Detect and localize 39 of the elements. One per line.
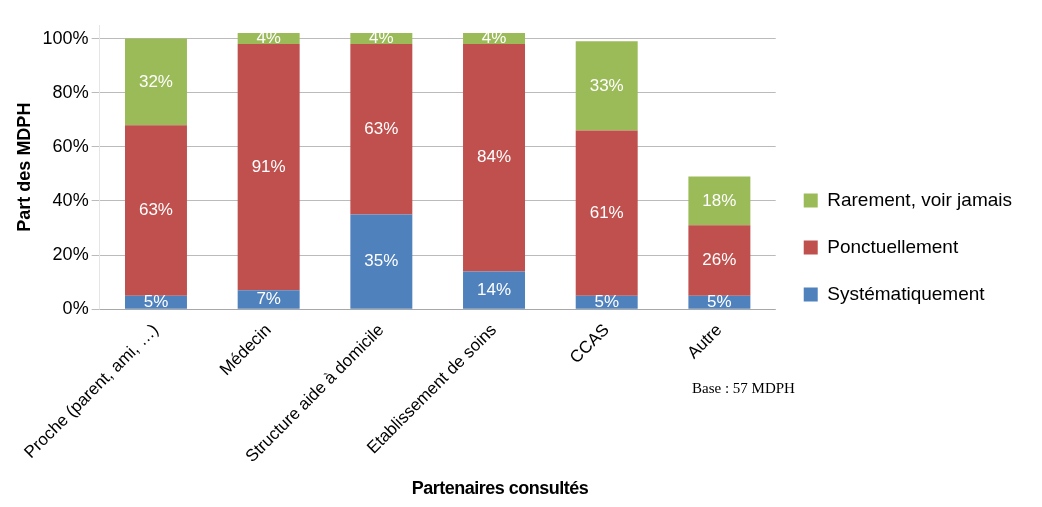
bar — [350, 214, 413, 309]
bar — [237, 43, 300, 291]
y-axis-title: Part des MDPH — [13, 102, 34, 232]
bar — [688, 176, 751, 226]
bar — [124, 38, 187, 126]
data-label: 5% — [143, 291, 169, 311]
bar — [463, 43, 526, 272]
data-label: 61% — [589, 202, 624, 222]
data-label: 91% — [251, 156, 286, 176]
y-tick-label: 20% — [52, 244, 89, 265]
data-label: 5% — [707, 291, 732, 311]
y-tick-label: 100% — [42, 27, 89, 48]
data-label: 33% — [589, 75, 624, 95]
y-tick-label: 80% — [52, 81, 89, 102]
y-tick-label: 60% — [52, 135, 89, 156]
data-label: 18% — [702, 190, 737, 210]
bar — [463, 271, 526, 309]
data-label: 26% — [702, 250, 737, 270]
legend-label: Rarement, voir jamais — [827, 188, 1012, 210]
data-label: 84% — [477, 147, 512, 167]
data-label: 5% — [594, 291, 619, 311]
data-label: 7% — [256, 289, 281, 309]
bar — [350, 43, 413, 215]
text: Base : 57 MDPH — [692, 380, 795, 397]
data-label: 63% — [138, 200, 173, 220]
bar — [575, 41, 638, 131]
data-label: 63% — [364, 118, 399, 138]
x-axis-title: Partenaires consultés — [410, 478, 590, 499]
data-label: 32% — [138, 71, 173, 91]
bar — [237, 290, 300, 309]
bar — [688, 225, 751, 296]
y-tick-label: 40% — [52, 189, 89, 210]
y-tick-label: 0% — [62, 298, 89, 319]
data-label: 35% — [364, 251, 399, 271]
legend-label: Ponctuellement — [827, 235, 959, 257]
legend-label: Systématiquement — [827, 282, 986, 304]
data-label: 14% — [477, 279, 512, 299]
bar — [124, 125, 187, 296]
bar — [575, 130, 638, 296]
